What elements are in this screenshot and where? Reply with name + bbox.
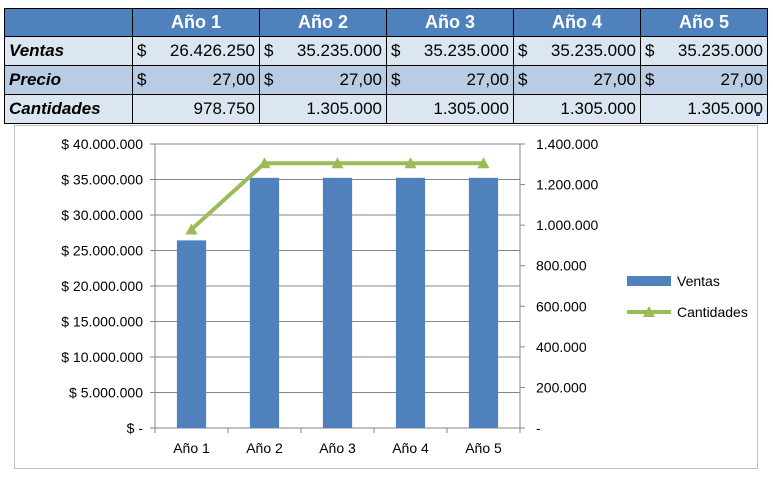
left-axis-tick-label: $ 5.000.000: [69, 385, 143, 401]
currency-symbol: $: [518, 70, 528, 89]
left-axis-tick-label: $ 15.000.000: [61, 314, 143, 330]
left-axis-tick-label: $ 25.000.000: [61, 243, 143, 259]
table-row-cantidades: Cantidades 978.750 1.305.000 1.305.000 1…: [4, 94, 768, 124]
currency-symbol: $: [137, 41, 147, 60]
cell-value: 35.235.000: [677, 41, 763, 60]
legend-swatch-ventas: [627, 276, 671, 286]
table-cell[interactable]: $27,00: [259, 65, 387, 95]
currency-symbol: $: [645, 70, 655, 89]
cell-value: 35.235.000: [296, 41, 382, 60]
table-row-precio: Precio $27,00 $27,00 $27,00 $27,00 $27,0…: [4, 65, 768, 95]
cell-value: 35.235.000: [550, 41, 636, 60]
header-cell-year-1[interactable]: Año 1: [132, 8, 260, 37]
table-cell[interactable]: 978.750: [132, 94, 260, 124]
cell-value: 27,00: [593, 70, 636, 89]
left-axis-tick-label: $ 40.000.000: [61, 136, 143, 152]
left-axis-tick-label: $ -: [127, 420, 144, 436]
currency-symbol: $: [264, 70, 274, 89]
row-label-ventas[interactable]: Ventas: [4, 36, 133, 66]
cell-value: 27,00: [466, 70, 509, 89]
table-cell[interactable]: 1.305.000: [386, 94, 514, 124]
marker-cantidades: [404, 157, 417, 169]
legend-label-cantidades: Cantidades: [677, 304, 748, 320]
bar-ventas: [395, 177, 426, 428]
cell-value: 35.235.000: [423, 41, 509, 60]
row-label-cantidades[interactable]: Cantidades: [4, 94, 133, 124]
table-cell[interactable]: $27,00: [132, 65, 260, 95]
cell-value: 27,00: [339, 70, 382, 89]
left-axis-tick-label: $ 30.000.000: [61, 207, 143, 223]
cell-value: 27,00: [212, 70, 255, 89]
header-cell-year-4[interactable]: Año 4: [513, 8, 641, 37]
right-axis-tick-label: 600.000: [536, 298, 587, 314]
bar-ventas: [468, 177, 499, 428]
table-cell[interactable]: $35.235.000: [513, 36, 641, 66]
data-table: Año 1 Año 2 Año 3 Año 4 Año 5 Ventas $26…: [4, 8, 768, 124]
table-cell[interactable]: $35.235.000: [259, 36, 387, 66]
table-cell[interactable]: $27,00: [513, 65, 641, 95]
right-axis-tick-label: 1.000.000: [536, 217, 598, 233]
currency-symbol: $: [391, 41, 401, 60]
header-cell-empty[interactable]: [4, 8, 133, 37]
left-axis-tick-label: $ 10.000.000: [61, 349, 143, 365]
right-axis-tick-label: 200.000: [536, 379, 587, 395]
left-axis-tick-label: $ 20.000.000: [61, 278, 143, 294]
right-axis-tick-label: 1.400.000: [536, 136, 598, 152]
header-cell-year-5[interactable]: Año 5: [640, 8, 768, 37]
table-cell[interactable]: $35.235.000: [640, 36, 768, 66]
bar-ventas: [322, 177, 353, 428]
currency-symbol: $: [264, 41, 274, 60]
marker-cantidades: [477, 157, 490, 169]
header-cell-year-3[interactable]: Año 3: [386, 8, 514, 37]
cell-value: 26.426.250: [169, 41, 255, 60]
resize-handle[interactable]: [756, 112, 760, 116]
right-axis-tick-label: 1.200.000: [536, 177, 598, 193]
table-cell[interactable]: $26.426.250: [132, 36, 260, 66]
right-axis-tick-label: -: [536, 420, 541, 436]
x-axis-tick-label: Año 5: [465, 440, 502, 456]
table-row-ventas: Ventas $26.426.250 $35.235.000 $35.235.0…: [4, 36, 768, 66]
marker-cantidades: [185, 223, 198, 235]
combo-chart: $ - $ 5.000.000 $ 10.000.000 $ 15.000.000 $ …: [61, 136, 748, 456]
chart-area[interactable]: $ - $ 5.000.000 $ 10.000.000 $ 15.000.000 $ …: [14, 125, 758, 469]
bar-ventas: [176, 240, 207, 428]
currency-symbol: $: [137, 70, 147, 89]
currency-symbol: $: [645, 41, 655, 60]
right-axis-tick-label: 800.000: [536, 258, 587, 274]
x-axis-tick-label: Año 4: [392, 440, 429, 456]
legend-marker-cantidades: [643, 306, 655, 317]
header-row: Año 1 Año 2 Año 3 Año 4 Año 5: [4, 8, 768, 37]
row-label-precio[interactable]: Precio: [4, 65, 133, 95]
x-axis-tick-label: Año 3: [319, 440, 356, 456]
marker-cantidades: [331, 157, 344, 169]
currency-symbol: $: [518, 41, 528, 60]
bar-ventas: [249, 177, 280, 428]
legend-label-ventas: Ventas: [677, 273, 720, 289]
table-cell[interactable]: 1.305.000: [513, 94, 641, 124]
marker-cantidades: [258, 157, 271, 169]
table-cell[interactable]: 1.305.000: [259, 94, 387, 124]
currency-symbol: $: [391, 70, 401, 89]
cell-value: 27,00: [720, 70, 763, 89]
left-axis-tick-label: $ 35.000.000: [61, 172, 143, 188]
table-cell[interactable]: $27,00: [640, 65, 768, 95]
table-cell[interactable]: $35.235.000: [386, 36, 514, 66]
table-cell[interactable]: $27,00: [386, 65, 514, 95]
x-axis-tick-label: Año 2: [246, 440, 283, 456]
header-cell-year-2[interactable]: Año 2: [259, 8, 387, 37]
x-axis-tick-label: Año 1: [173, 440, 210, 456]
right-axis-tick-label: 400.000: [536, 339, 587, 355]
table-cell[interactable]: 1.305.000: [640, 94, 768, 124]
